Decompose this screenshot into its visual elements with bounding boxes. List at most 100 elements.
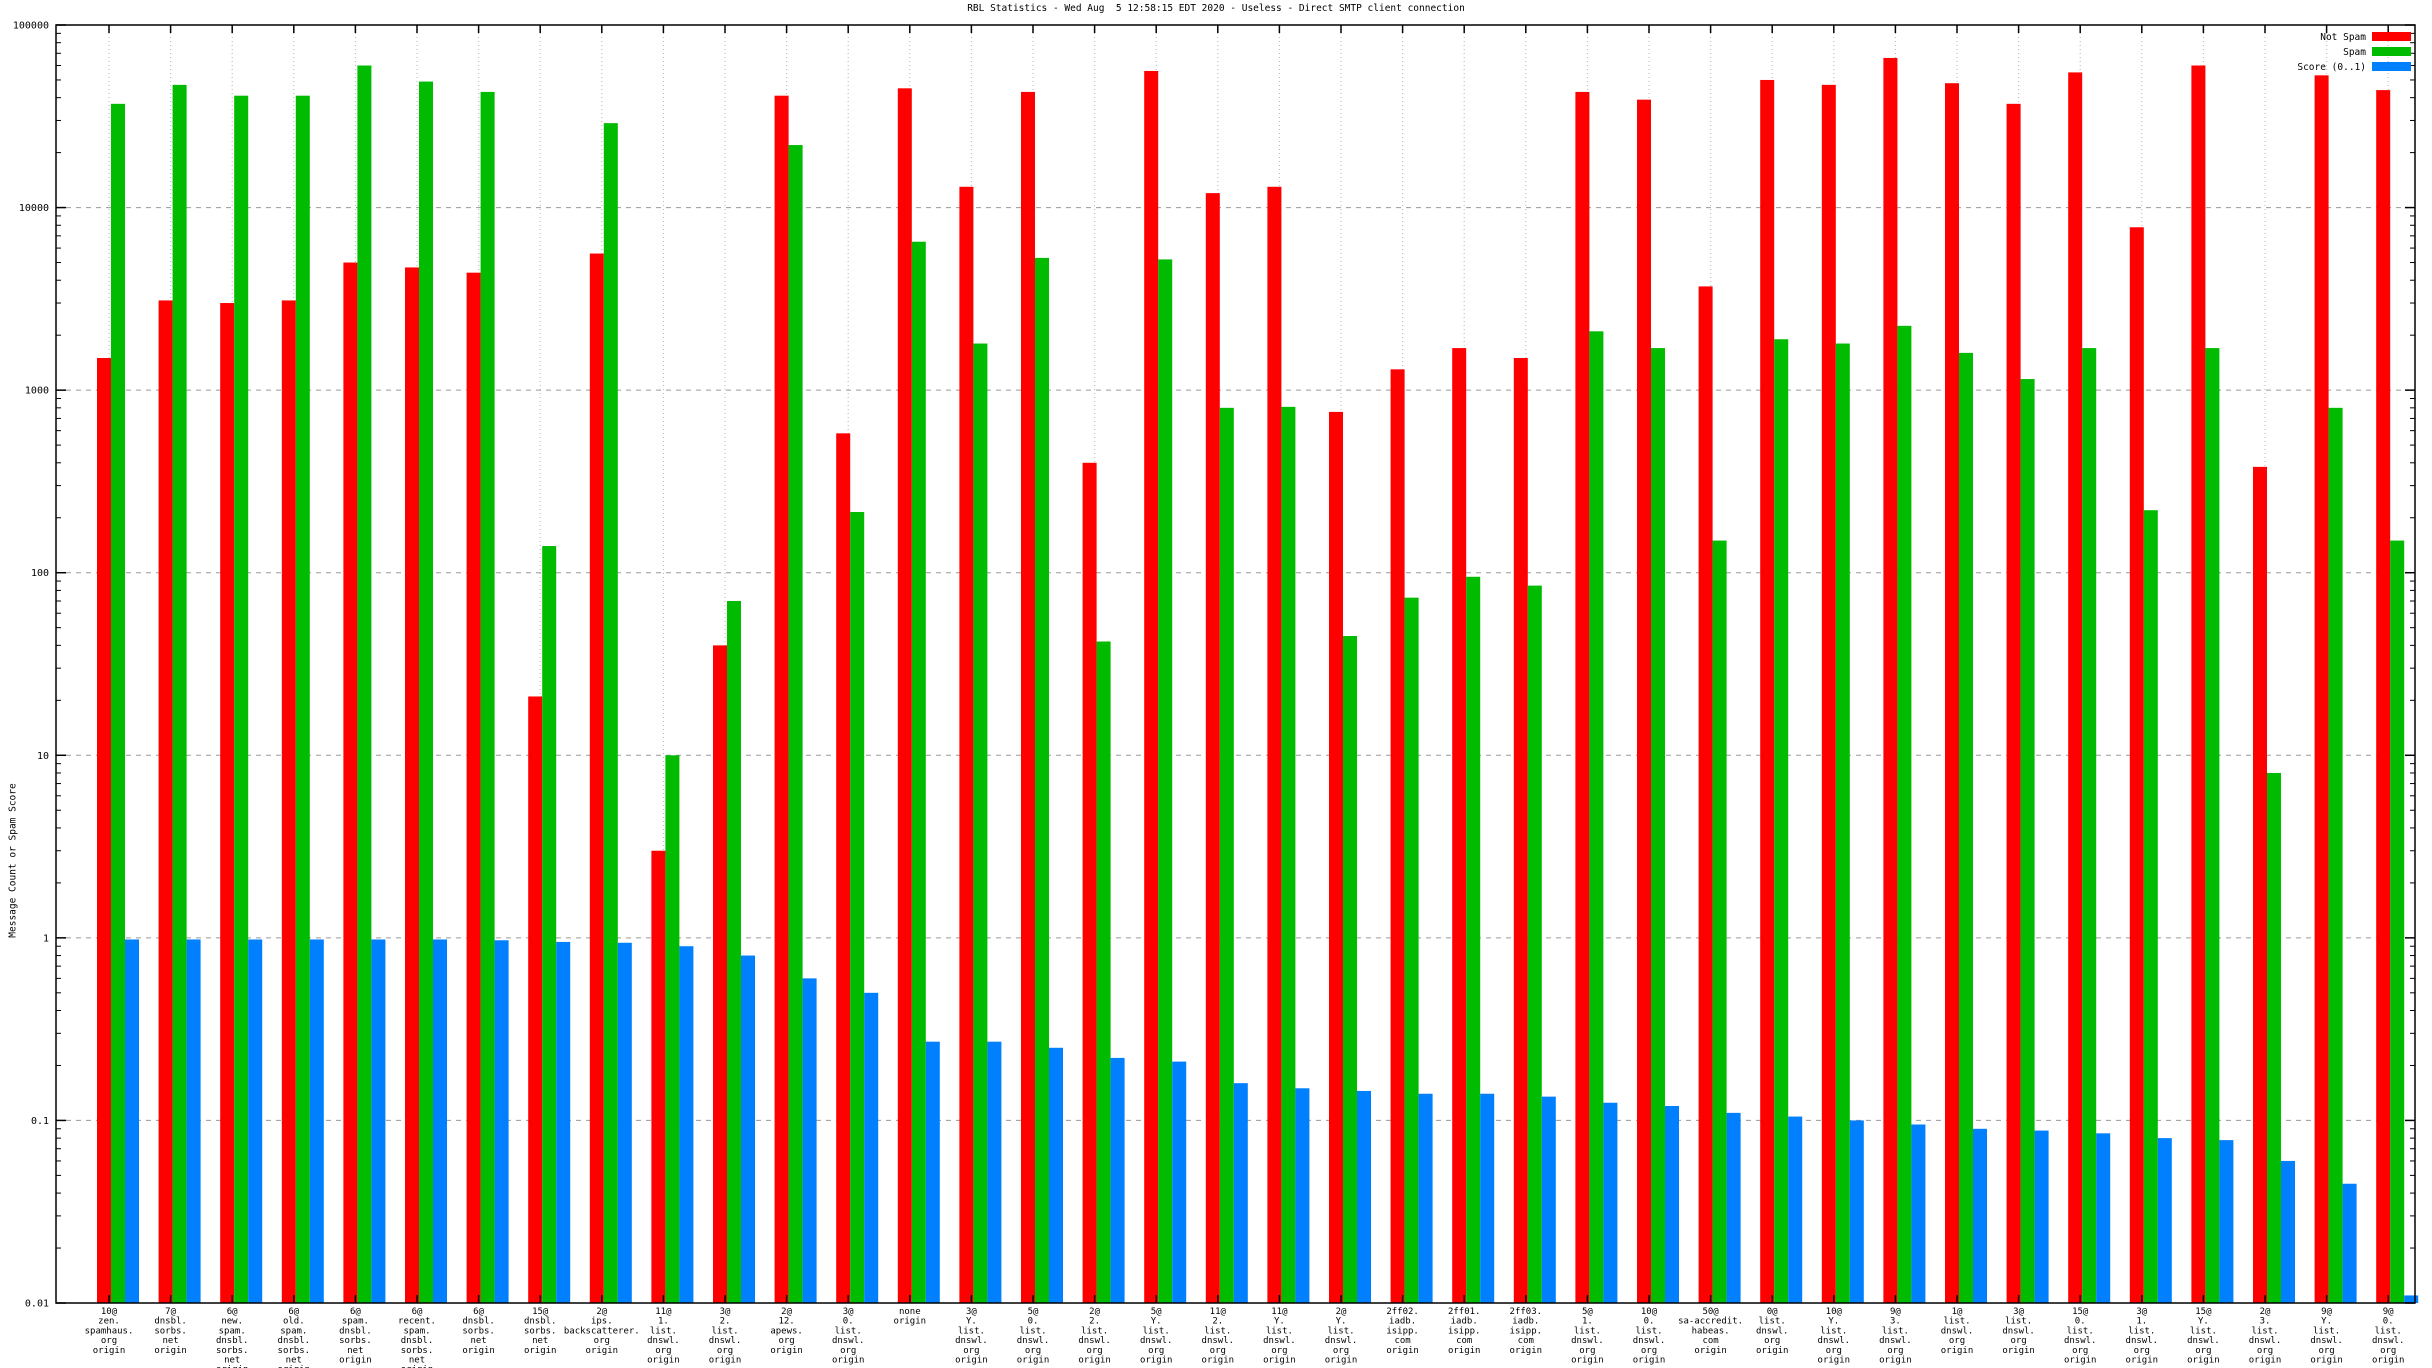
- x-category-label: list.: [1635, 1326, 1662, 1336]
- x-category-label: 3.: [2260, 1317, 2271, 1327]
- bar-spam-28: [1774, 339, 1789, 1303]
- x-category-label: 10@: [1641, 1307, 1658, 1317]
- x-category-label: list.: [958, 1326, 985, 1336]
- bar-not-spam-10: [651, 850, 666, 1303]
- bar-spam-16: [1035, 257, 1049, 1303]
- x-category-label: Y.: [1274, 1317, 1285, 1327]
- bar-not-spam-11: [713, 645, 727, 1303]
- bar-score-1: [125, 939, 139, 1303]
- bar-not-spam-15: [959, 186, 974, 1303]
- x-category-label: list.: [835, 1326, 862, 1336]
- x-category-label: sorbs.: [216, 1346, 249, 1356]
- bar-score-2: [186, 939, 201, 1303]
- bar-score-22: [1418, 1093, 1433, 1303]
- x-category-label: sorbs.: [154, 1326, 187, 1336]
- x-category-label: net: [162, 1336, 178, 1346]
- bar-score-5: [371, 939, 386, 1303]
- bar-not-spam-16: [1021, 91, 1035, 1303]
- x-category-label: 11@: [1210, 1307, 1227, 1317]
- bar-not-spam-13: [836, 433, 851, 1304]
- x-category-label: origin: [2249, 1356, 2282, 1366]
- bar-score-12: [802, 978, 817, 1303]
- bar-not-spam-3: [220, 303, 235, 1303]
- x-category-label: 10@: [1826, 1307, 1843, 1317]
- x-category-label: dnswl.: [1263, 1336, 1296, 1346]
- x-category-label: 3@: [2013, 1307, 2024, 1317]
- x-category-label: 6@: [412, 1307, 423, 1317]
- x-category-label: list.: [2375, 1326, 2402, 1336]
- x-category-label: origin: [1017, 1356, 1050, 1366]
- bar-spam-22: [1404, 597, 1419, 1303]
- x-category-label: net: [470, 1336, 486, 1346]
- x-category-label: dnswl.: [2126, 1336, 2159, 1346]
- y-tick-label: 10: [37, 751, 49, 762]
- x-category-label: origin: [278, 1365, 311, 1368]
- bar-spam-20: [1281, 406, 1296, 1303]
- y-tick-label: 100: [31, 568, 49, 579]
- x-category-label: origin: [1694, 1346, 1727, 1356]
- x-category-label: dnswl.: [1017, 1336, 1050, 1346]
- x-category-label: origin: [2002, 1346, 2035, 1356]
- x-category-label: new.: [221, 1317, 243, 1327]
- x-category-label: sorbs.: [524, 1326, 557, 1336]
- x-category-label: org: [1148, 1346, 1164, 1356]
- x-category-label: dnswl.: [1140, 1336, 1173, 1346]
- x-category-label: origin: [2372, 1356, 2405, 1366]
- x-category-label: Y.: [1828, 1317, 1839, 1327]
- bar-not-spam-9: [589, 253, 604, 1303]
- x-category-label: dnswl.: [832, 1336, 865, 1346]
- x-category-label: com: [1456, 1336, 1472, 1346]
- x-category-label: origin: [709, 1356, 742, 1366]
- bar-not-spam-1: [97, 357, 111, 1303]
- x-category-label: org: [1025, 1346, 1041, 1356]
- bar-not-spam-37: [2314, 75, 2329, 1303]
- bar-not-spam-38: [2376, 90, 2391, 1304]
- x-category-label: iadb.: [1451, 1317, 1478, 1327]
- x-category-label: 2@: [596, 1307, 607, 1317]
- x-category-label: org: [1579, 1346, 1595, 1356]
- x-category-label: org: [1271, 1346, 1287, 1356]
- bar-not-spam-14: [897, 88, 912, 1304]
- bar-not-spam-27: [1698, 286, 1713, 1303]
- x-category-label: recent.: [398, 1317, 436, 1327]
- x-category-label: Y.: [1151, 1317, 1162, 1327]
- x-category-label: dnswl.: [1078, 1336, 1111, 1346]
- x-category-label: origin: [1263, 1356, 1296, 1366]
- x-category-label: net: [347, 1346, 363, 1356]
- x-category-label: org: [2257, 1346, 2273, 1356]
- x-category-label: origin: [339, 1356, 372, 1366]
- x-category-label: list.: [1820, 1326, 1847, 1336]
- x-category-label: origin: [1941, 1346, 1974, 1356]
- bar-spam-17: [1096, 641, 1111, 1303]
- x-category-label: spamhaus.: [85, 1326, 134, 1336]
- legend-label-not-spam: Not Spam: [2320, 32, 2366, 43]
- bar-not-spam-26: [1637, 99, 1651, 1304]
- x-category-label: origin: [2187, 1356, 2220, 1366]
- x-category-label: org: [2380, 1346, 2396, 1356]
- x-category-label: dnsbl.: [401, 1336, 434, 1346]
- x-category-label: Y.: [2321, 1317, 2332, 1327]
- x-category-label: org: [655, 1346, 671, 1356]
- x-category-label: org: [2318, 1346, 2334, 1356]
- x-category-label: 1.: [1582, 1317, 1593, 1327]
- x-category-label: spam.: [219, 1326, 246, 1336]
- x-category-label: origin: [894, 1317, 927, 1327]
- bar-spam-2: [172, 84, 187, 1303]
- bar-spam-21: [1343, 636, 1357, 1303]
- x-category-label: origin: [955, 1356, 988, 1366]
- x-category-label: dnswl.: [2249, 1336, 2282, 1346]
- x-category-label: 2.: [1212, 1317, 1223, 1327]
- x-category-label: net: [409, 1356, 425, 1366]
- y-tick-label: 10000: [19, 203, 49, 214]
- x-category-label: 1@: [1952, 1307, 1963, 1317]
- y-tick-label: 0.01: [25, 1299, 49, 1310]
- bar-spam-33: [2082, 348, 2097, 1303]
- x-category-label: origin: [1386, 1346, 1419, 1356]
- bar-spam-32: [2020, 379, 2035, 1303]
- legend-swatch-not-spam: [2372, 32, 2411, 41]
- x-category-label: 3@: [2136, 1307, 2147, 1317]
- x-category-label: list.: [1759, 1317, 1786, 1327]
- x-category-label: org: [840, 1346, 856, 1356]
- x-category-label: 5@: [1028, 1307, 1039, 1317]
- bar-score-15: [987, 1041, 1002, 1303]
